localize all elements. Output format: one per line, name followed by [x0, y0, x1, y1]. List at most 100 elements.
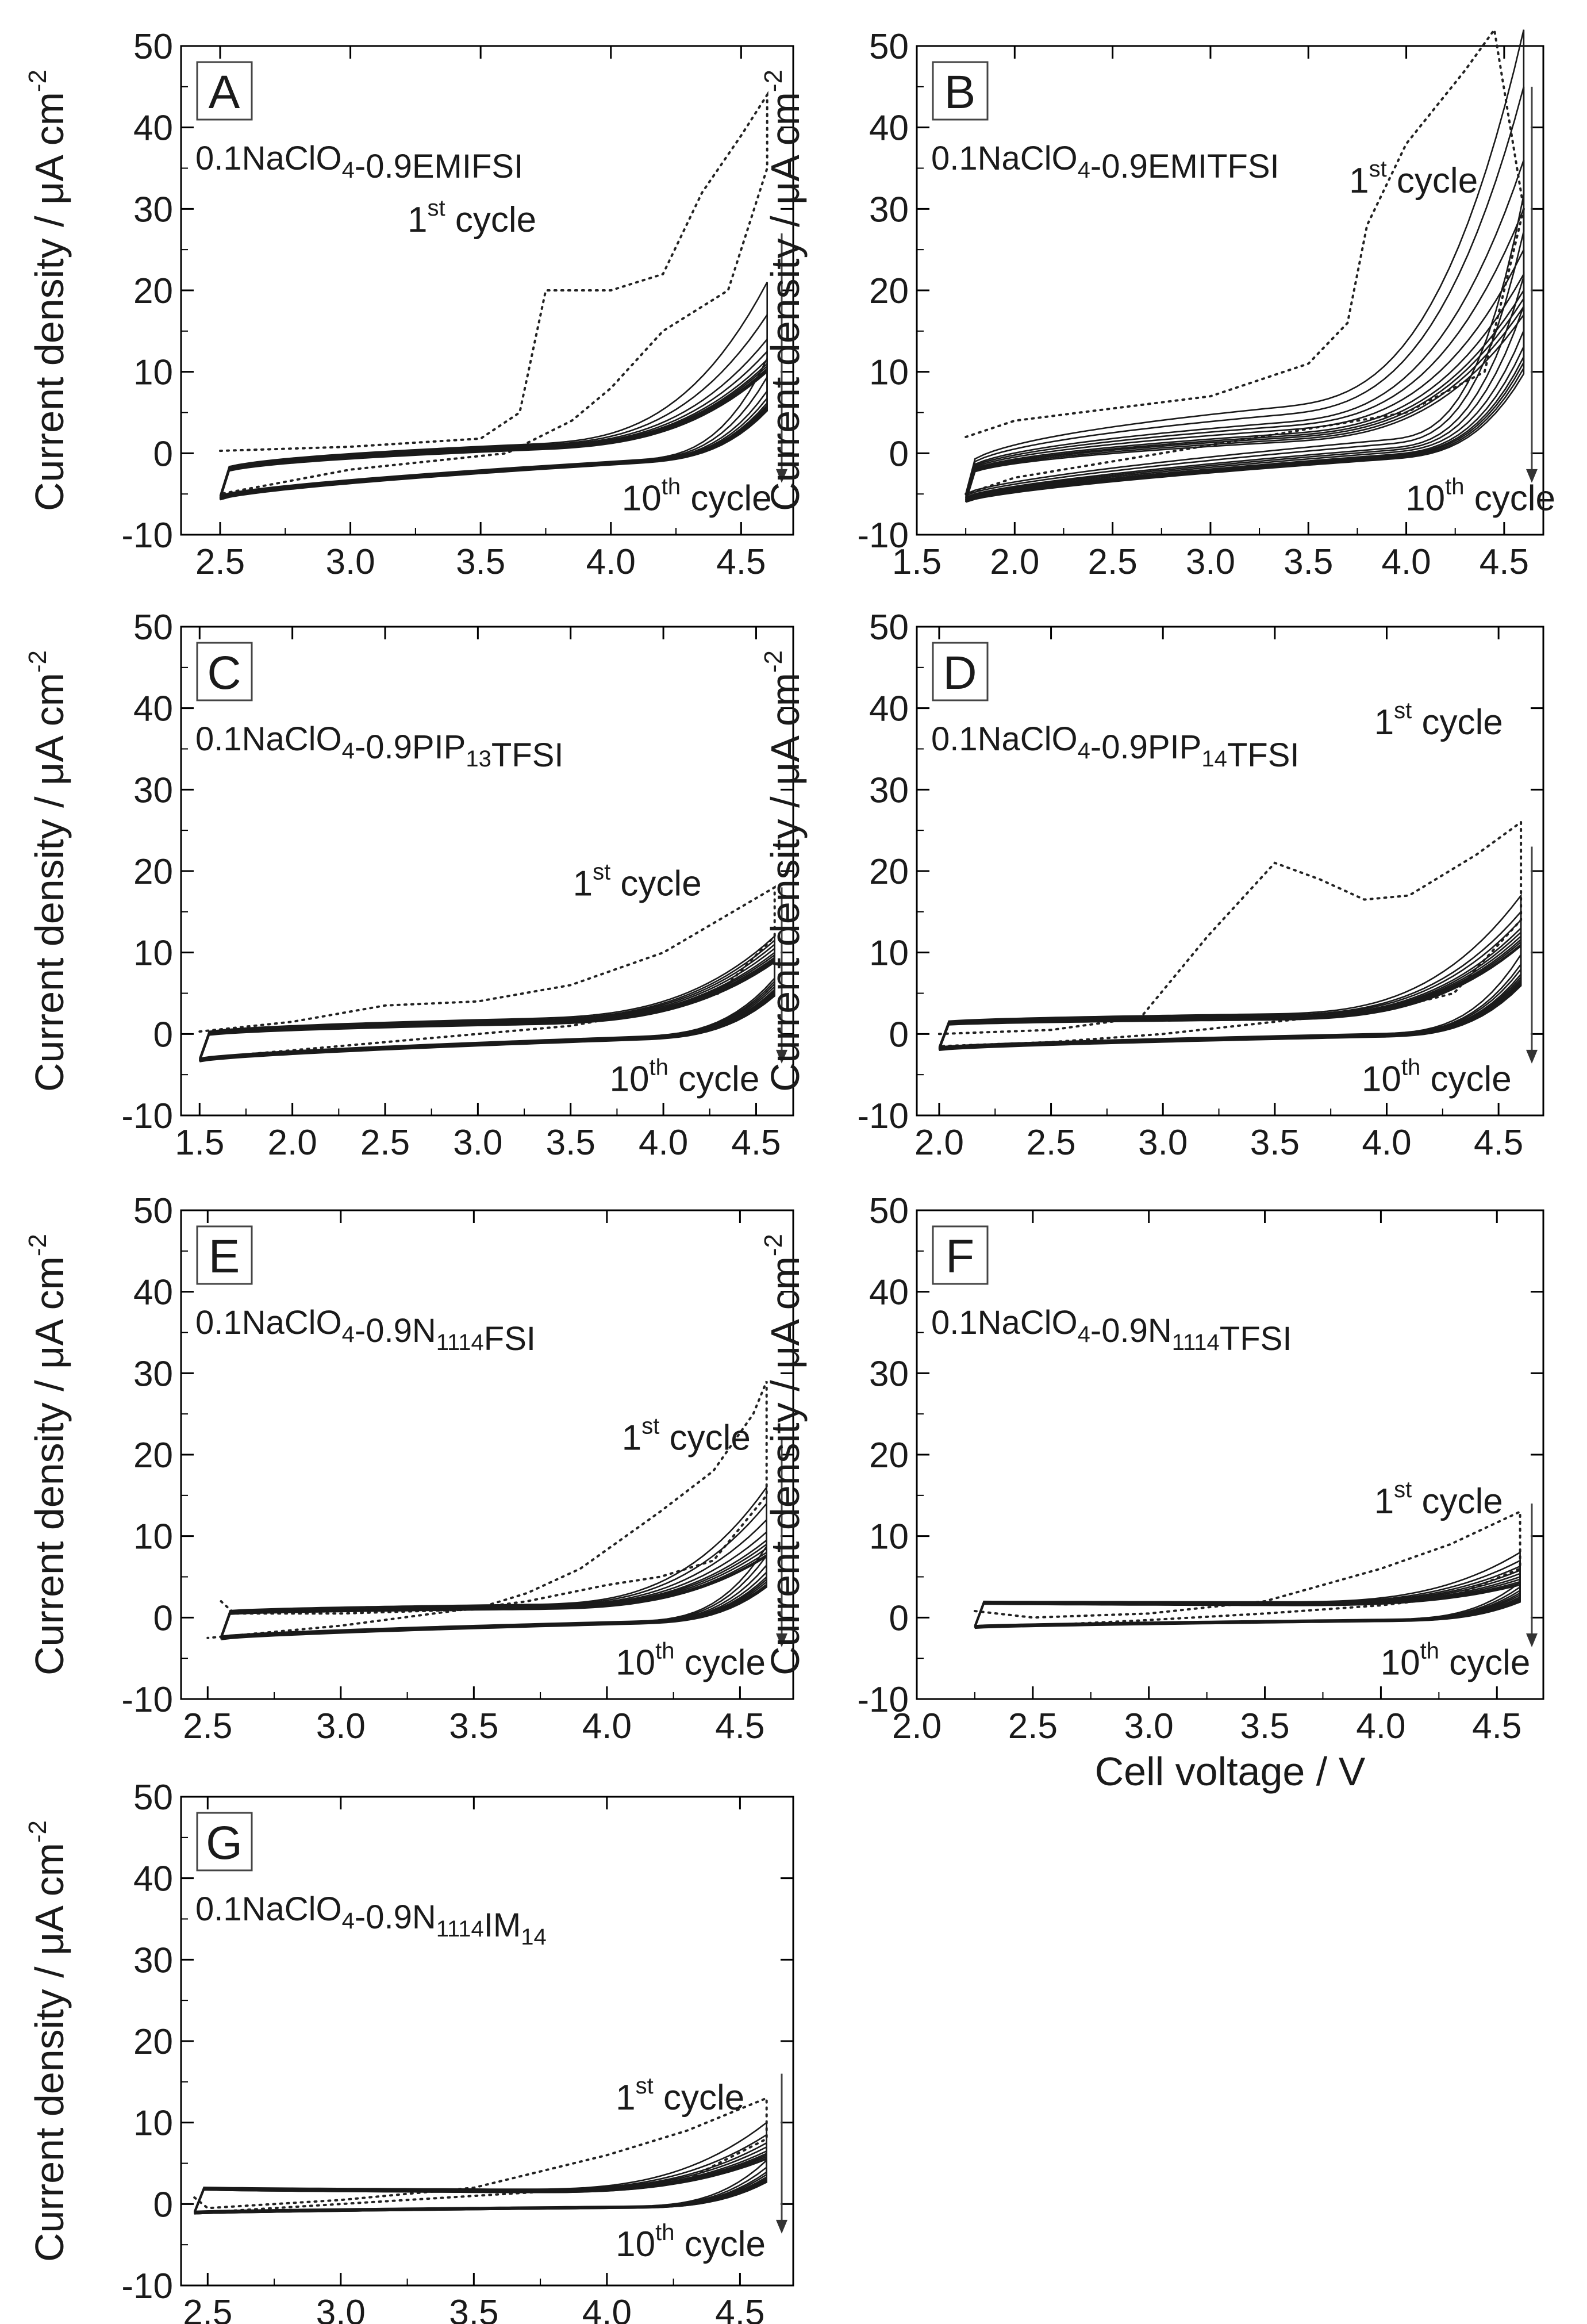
panel-label-box — [932, 1225, 989, 1285]
y-tick-label: 20 — [869, 1436, 909, 1475]
panel-b: -10 0 10 20 30 40 50 1.5 2.0 2.5 3.0 3.5 4.0 4.5 B 0.1N… — [759, 26, 1555, 582]
cycle-arrow-head — [1526, 469, 1538, 483]
y-tick-label: -10 — [121, 1680, 173, 1720]
y-tick-label: 0 — [153, 1015, 173, 1054]
first-cycle-label: 1st cycle — [408, 195, 536, 240]
cycle-11-curve — [193, 2158, 767, 2215]
x-tick-label: 4.5 — [731, 1123, 781, 1163]
y-tick-label: 10 — [133, 1517, 173, 1557]
panel-label: E — [209, 1230, 240, 1283]
cycle-11-curve — [974, 1584, 1521, 1629]
cycle-2-curve — [219, 282, 768, 497]
y-tick-label: 0 — [889, 1598, 909, 1638]
x-tick-label: 2.5 — [1026, 1123, 1075, 1163]
y-tick-label: 20 — [133, 1436, 173, 1475]
panel-label: D — [943, 647, 977, 699]
panel-f: -10 0 10 20 30 40 50 2.0 2.5 3.0 3.5 4.0 4.5 F 0.1NaCl… — [759, 1191, 1544, 1746]
x-tick-label: 3.0 — [316, 2293, 366, 2324]
x-tick-label: 4.0 — [1356, 1706, 1405, 1746]
y-tick-label: 20 — [869, 852, 909, 892]
electrolyte-label: 0.1NaClO4-0.9N1114TFSI — [931, 1304, 1292, 1357]
cycle-3-curve — [193, 2133, 767, 2213]
cycle-11-curve — [220, 1555, 767, 1640]
x-tick-label: 4.5 — [715, 1706, 764, 1746]
x-tick-label: 4.0 — [582, 2293, 632, 2324]
y-tick-label: -10 — [857, 516, 909, 555]
electrolyte-label: 0.1NaClO4-0.9N1114IM14 — [195, 1890, 547, 1950]
x-tick-label: 2.5 — [360, 1123, 410, 1163]
x-tick-label: 2.0 — [268, 1123, 317, 1163]
cycle-arrow-head — [776, 2219, 787, 2234]
cycle-1-curve — [198, 885, 776, 1060]
y-tick-label: 0 — [153, 2185, 173, 2225]
x-tick-label: 3.0 — [316, 1706, 366, 1746]
x-tick-label: 4.5 — [716, 542, 766, 582]
x-tick-label: 2.5 — [195, 542, 245, 582]
panel-label: B — [944, 66, 976, 118]
panel-label: C — [207, 647, 241, 699]
y-tick-label: 50 — [133, 608, 173, 647]
first-cycle-label: 1st cycle — [1349, 156, 1478, 201]
tenth-cycle-label: 10th cycle — [610, 1055, 760, 1099]
y-tick-label: -10 — [121, 1096, 173, 1136]
y-tick-label: 0 — [889, 434, 909, 474]
y-tick-label: 30 — [133, 190, 173, 229]
x-tick-label: 1.5 — [175, 1123, 224, 1163]
x-tick-label: 3.0 — [1124, 1706, 1174, 1746]
y-tick-label: 0 — [889, 1015, 909, 1054]
panel-label: A — [209, 66, 240, 118]
y-tick-label: 10 — [133, 934, 173, 973]
y-tick-label: 50 — [869, 608, 909, 647]
y-tick-label: 30 — [133, 1354, 173, 1394]
cycle-10-curve — [965, 304, 1525, 503]
panel-label-box — [932, 61, 989, 121]
cycle-2-curve — [965, 29, 1525, 495]
y-axis-label: Current density / μA cm-2 — [759, 70, 808, 511]
cycle-11-curve — [938, 944, 1522, 1051]
cycle-2-curve — [199, 934, 775, 1060]
cv-curves — [973, 1510, 1521, 1629]
first-cycle-label: 1st cycle — [573, 860, 702, 904]
x-tick-label: 2.0 — [892, 1706, 942, 1746]
y-tick-label: -10 — [121, 516, 173, 555]
x-tick-label: 4.5 — [715, 2293, 764, 2324]
y-axis-label: Current density / μA cm-2 — [759, 650, 808, 1092]
cycle-7-curve — [965, 271, 1525, 501]
cycle-5-curve — [220, 1530, 767, 1639]
panel-label: G — [206, 1817, 243, 1869]
y-tick-label: -10 — [857, 1680, 909, 1720]
cycle-arrow-head — [776, 1633, 787, 1647]
tenth-cycle-label: 10th cycle — [1381, 1639, 1531, 1683]
y-axis-label: Current density / μA cm-2 — [24, 1234, 72, 1675]
y-axis-label: Current density / μA cm-2 — [759, 1234, 808, 1675]
x-tick-label: 3.0 — [325, 542, 375, 582]
cv-curves — [198, 885, 776, 1063]
first-cycle-label: 1st cycle — [1374, 1477, 1503, 1521]
y-axis-label: Current density / μA cm-2 — [24, 70, 72, 511]
first-cycle-label: 1st cycle — [1374, 698, 1503, 742]
y-tick-label: 50 — [133, 1778, 173, 1817]
panel-label-box — [932, 642, 989, 701]
x-tick-label: 2.0 — [914, 1123, 964, 1163]
cycle-3-curve — [219, 312, 768, 497]
x-tick-label: 2.5 — [1008, 1706, 1058, 1746]
x-tick-label: 3.0 — [453, 1123, 502, 1163]
panel-label-box — [196, 1812, 253, 1872]
y-tick-label: 30 — [869, 1354, 909, 1394]
tenth-cycle-label: 10th cycle — [622, 474, 772, 519]
cycle-11-curve — [965, 312, 1525, 503]
cycle-arrow-head — [776, 469, 787, 483]
y-tick-label: 0 — [153, 434, 173, 474]
x-tick-label: 2.0 — [990, 542, 1039, 582]
panel-label-box — [196, 61, 253, 121]
y-tick-label: 40 — [133, 689, 173, 729]
cycle-11-curve — [219, 370, 768, 501]
plot-frame — [916, 626, 1544, 1117]
y-tick-label: 50 — [133, 1191, 173, 1231]
x-tick-label: 3.5 — [1250, 1123, 1300, 1163]
y-tick-label: 50 — [869, 27, 909, 67]
first-cycle-label: 1st cycle — [616, 2073, 744, 2118]
x-tick-label: 3.5 — [1240, 1706, 1289, 1746]
cv-curves — [219, 91, 768, 501]
